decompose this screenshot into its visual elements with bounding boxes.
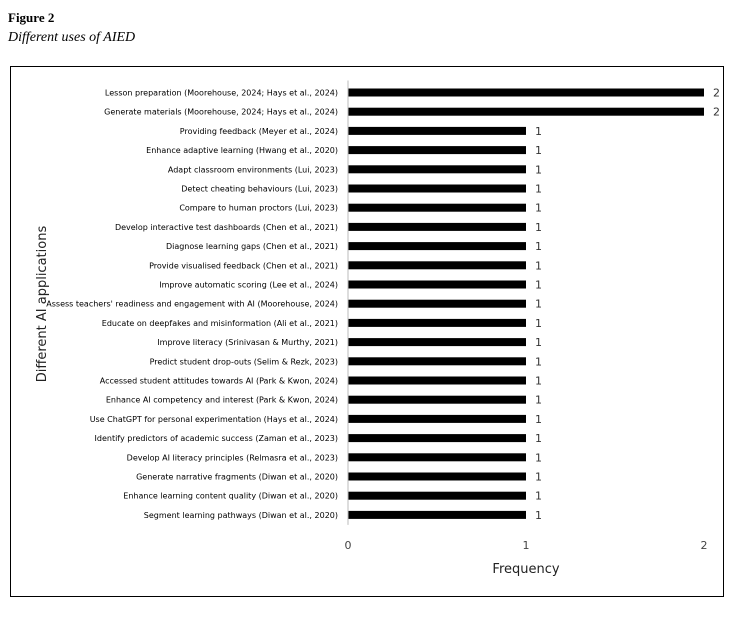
data-label: 1 [535,375,542,388]
data-label: 1 [535,259,542,272]
category-label: Develop AI literacy principles (Relmasra… [127,453,338,462]
data-label: 1 [535,298,542,311]
category-label: Enhance adaptive learning (Hwang et al.,… [146,146,338,155]
bar [348,510,526,519]
data-label: 1 [535,471,542,484]
category-label: Generate narrative fragments (Diwan et a… [136,473,338,482]
category-label: Predict student drop-outs (Selim & Rezk,… [150,357,338,366]
category-label: Improve automatic scoring (Lee et al., 2… [159,281,338,290]
data-label: 1 [535,432,542,445]
category-label: Lesson preparation (Moorehouse, 2024; Ha… [105,89,338,98]
data-label: 1 [535,451,542,464]
bar [348,357,526,366]
category-label: Enhance learning content quality (Diwan … [123,492,338,501]
category-label: Improve literacy (Srinivasan & Murthy, 2… [157,338,338,347]
bar [348,280,526,289]
data-label: 1 [535,240,542,253]
figure-label: Figure 2 [8,10,55,25]
bar [348,126,526,135]
category-label: Identify predictors of academic success … [95,434,338,443]
data-label: 1 [535,336,542,349]
category-label: Diagnose learning gaps (Chen et al., 202… [166,242,338,251]
bar [348,434,526,443]
x-tick-label: 0 [345,539,352,552]
bar [348,453,526,462]
bar [348,107,704,116]
x-tick-label: 1 [523,539,530,552]
data-label: 1 [535,317,542,330]
data-label: 1 [535,509,542,522]
category-label: Develop interactive test dashboards (Che… [115,223,338,232]
bar [348,414,526,423]
x-axis-ticks: 0 1 2 [345,539,708,552]
bars [348,88,704,519]
data-label: 1 [535,490,542,503]
y-axis-title: Different AI applications [35,226,50,383]
data-labels: 2 2 1 1 1 1 1 1 1 1 1 1 1 1 1 1 1 1 1 1 1 1 1 [535,87,720,522]
data-label: 1 [535,202,542,215]
x-axis-title: Frequency [492,562,559,577]
chart-frame [10,66,724,597]
category-label: Use ChatGPT for personal experimentation… [90,415,338,424]
bar [348,472,526,481]
data-label: 1 [535,144,542,157]
bar [348,299,526,308]
bar [348,88,704,97]
category-label: Educate on deepfakes and misinformation … [102,319,338,328]
bar [348,165,526,174]
category-label: Provide visualised feedback (Chen et al.… [149,261,338,270]
category-label: Assess teachers' readiness and engagemen… [46,300,338,309]
category-label: Compare to human proctors (Lui, 2023) [179,204,338,213]
bar [348,376,526,385]
data-label: 1 [535,125,542,138]
bar [348,184,526,193]
bar [348,395,526,404]
figure-caption: Different uses of AIED [8,30,136,45]
data-label: 1 [535,279,542,292]
data-label: 1 [535,163,542,176]
category-label: Detect cheating behaviours (Lui, 2023) [181,185,338,194]
data-label: 1 [535,183,542,196]
data-label: 1 [535,221,542,234]
category-label: Adapt classroom environments (Lui, 2023) [168,165,338,174]
category-label: Providing feedback (Meyer et al., 2024) [180,127,338,136]
bar [348,338,526,347]
category-labels: Lesson preparation (Moorehouse, 2024; Ha… [46,89,338,520]
category-label: Generate materials (Moorehouse, 2024; Ha… [104,108,338,117]
bar [348,203,526,212]
bar [348,491,526,500]
data-label: 1 [535,355,542,368]
category-label: Accessed student attitudes towards AI (P… [100,377,338,386]
data-label: 1 [535,394,542,407]
data-label: 1 [535,413,542,426]
bar [348,222,526,231]
category-label: Segment learning pathways (Diwan et al.,… [144,511,338,520]
bar [348,242,526,251]
data-label: 2 [713,106,720,119]
x-tick-label: 2 [701,539,708,552]
bar [348,318,526,327]
category-label: Enhance AI competency and interest (Park… [106,396,338,405]
data-label: 2 [713,87,720,100]
bar [348,261,526,270]
bar [348,146,526,155]
